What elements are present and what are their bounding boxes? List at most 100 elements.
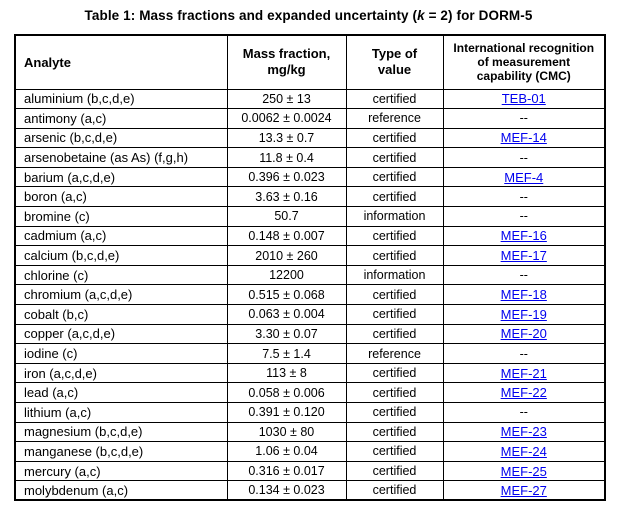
cell-mass-fraction: 11.8 ± 0.4 (226, 147, 347, 168)
cell-analyte: bromine (c) (14, 206, 228, 227)
column-header-mass-fraction-line1: Mass fraction, (242, 46, 331, 62)
cell-analyte: iron (a,c,d,e) (14, 362, 228, 384)
cell-mass-fraction: 0.063 ± 0.004 (226, 304, 347, 325)
table-title-text-before: Table 1: Mass fractions and expanded unc… (84, 8, 418, 23)
cell-cmc: -- (442, 402, 606, 423)
cell-analyte: iodine (c) (14, 343, 228, 364)
cmc-link[interactable]: MEF-14 (500, 130, 547, 146)
cell-cmc: MEF-27 (442, 480, 606, 501)
column-header-cmc-line3: capability (CMC) (476, 69, 571, 84)
table-row: arsenic (b,c,d,e) 13.3 ± 0.7 certified M… (14, 127, 606, 149)
cmc-link[interactable]: TEB-01 (501, 91, 546, 107)
cmc-link[interactable]: MEF-21 (500, 365, 547, 381)
cell-mass-fraction: 0.134 ± 0.023 (226, 480, 347, 501)
table-row: mercury (a,c) 0.316 ± 0.017 certified ME… (14, 460, 606, 482)
table-row: barium (a,c,d,e) 0.396 ± 0.023 certified… (14, 166, 606, 188)
cmc-link[interactable]: MEF-18 (500, 287, 547, 303)
cell-mass-fraction: 1030 ± 80 (226, 421, 347, 443)
column-header-type-line2: value (377, 62, 412, 78)
table-row: magnesium (b,c,d,e) 1030 ± 80 certified … (14, 421, 606, 443)
cell-cmc: -- (442, 264, 606, 286)
cell-cmc: -- (442, 206, 606, 227)
cell-type-of-value: certified (345, 480, 444, 501)
cell-mass-fraction: 3.63 ± 0.16 (226, 186, 347, 208)
cell-mass-fraction: 0.391 ± 0.120 (226, 402, 347, 423)
cmc-link[interactable]: MEF-16 (500, 228, 547, 244)
table-row: cadmium (a,c) 0.148 ± 0.007 certified ME… (14, 225, 606, 247)
mass-fractions-table: Analyte Mass fraction, mg/kg Type of val… (14, 34, 606, 502)
cell-analyte: cobalt (b,c) (14, 304, 228, 325)
cell-cmc: MEF-18 (442, 284, 606, 306)
cell-mass-fraction: 12200 (226, 264, 347, 286)
cell-cmc: MEF-24 (442, 441, 606, 462)
cmc-link[interactable]: MEF-20 (500, 326, 547, 342)
cmc-link[interactable]: MEF-23 (500, 424, 547, 440)
cmc-link[interactable]: MEF-22 (500, 385, 547, 401)
cell-type-of-value: information (345, 206, 444, 227)
cell-analyte: boron (a,c) (14, 186, 228, 208)
cell-analyte: copper (a,c,d,e) (14, 323, 228, 345)
table-row: manganese (b,c,d,e) 1.06 ± 0.04 certifie… (14, 441, 606, 462)
cell-cmc: MEF-25 (442, 460, 606, 482)
cmc-link[interactable]: MEF-27 (500, 482, 547, 498)
table-row: bromine (c) 50.7 information -- (14, 206, 606, 227)
cell-type-of-value: certified (345, 460, 444, 482)
table-row: lead (a,c) 0.058 ± 0.006 certified MEF-2… (14, 382, 606, 403)
column-header-type-of-value: Type of value (345, 34, 444, 90)
table-row: chlorine (c) 12200 information -- (14, 264, 606, 286)
cell-type-of-value: certified (345, 402, 444, 423)
cell-mass-fraction: 2010 ± 260 (226, 245, 347, 266)
table-row: iodine (c) 7.5 ± 1.4 reference -- (14, 343, 606, 364)
cell-type-of-value: certified (345, 382, 444, 403)
column-header-cmc-line2: of measurement (477, 55, 571, 70)
cmc-link[interactable]: MEF-25 (500, 463, 547, 479)
cell-analyte: molybdenum (a,c) (14, 480, 228, 501)
cell-mass-fraction: 0.316 ± 0.017 (226, 460, 347, 482)
cell-cmc: -- (442, 108, 606, 129)
cell-analyte: arsenobetaine (as As) (f,g,h) (14, 147, 228, 168)
cmc-link[interactable]: MEF-19 (500, 306, 547, 322)
cell-mass-fraction: 13.3 ± 0.7 (226, 127, 347, 149)
cell-analyte: manganese (b,c,d,e) (14, 441, 228, 462)
cmc-link[interactable]: MEF-4 (504, 169, 544, 185)
cmc-link[interactable]: MEF-17 (500, 248, 547, 264)
column-header-type-line1: Type of (371, 46, 418, 62)
table-row: cobalt (b,c) 0.063 ± 0.004 certified MEF… (14, 304, 606, 325)
cell-type-of-value: certified (345, 147, 444, 168)
cell-mass-fraction: 0.148 ± 0.007 (226, 225, 347, 247)
column-header-mass-fraction: Mass fraction, mg/kg (226, 34, 347, 90)
table-row: chromium (a,c,d,e) 0.515 ± 0.068 certifi… (14, 284, 606, 306)
cell-type-of-value: certified (345, 304, 444, 325)
cell-mass-fraction: 113 ± 8 (226, 362, 347, 384)
table-title: Table 1: Mass fractions and expanded unc… (0, 0, 617, 23)
cell-cmc: MEF-21 (442, 362, 606, 384)
cell-mass-fraction: 0.515 ± 0.068 (226, 284, 347, 306)
cell-analyte: chlorine (c) (14, 264, 228, 286)
cell-analyte: mercury (a,c) (14, 460, 228, 482)
cell-type-of-value: reference (345, 108, 444, 129)
table-row: iron (a,c,d,e) 113 ± 8 certified MEF-21 (14, 362, 606, 384)
column-header-cmc: International recognition of measurement… (442, 34, 606, 90)
table-row: molybdenum (a,c) 0.134 ± 0.023 certified… (14, 480, 606, 501)
cell-mass-fraction: 50.7 (226, 206, 347, 227)
cell-cmc: -- (442, 186, 606, 208)
column-header-mass-fraction-line2: mg/kg (267, 62, 306, 78)
cell-analyte: lead (a,c) (14, 382, 228, 403)
cell-type-of-value: certified (345, 127, 444, 149)
cmc-link[interactable]: MEF-24 (500, 443, 547, 459)
table-row: copper (a,c,d,e) 3.30 ± 0.07 certified M… (14, 323, 606, 345)
cell-mass-fraction: 250 ± 13 (226, 88, 347, 110)
cell-cmc: MEF-23 (442, 421, 606, 443)
table-row: lithium (a,c) 0.391 ± 0.120 certified -- (14, 402, 606, 423)
cell-type-of-value: certified (345, 441, 444, 462)
cell-type-of-value: certified (345, 245, 444, 266)
cell-analyte: antimony (a,c) (14, 108, 228, 129)
cell-mass-fraction: 0.058 ± 0.006 (226, 382, 347, 403)
cell-cmc: MEF-22 (442, 382, 606, 403)
column-header-analyte-label: Analyte (24, 54, 71, 70)
cell-type-of-value: certified (345, 362, 444, 384)
cell-analyte: lithium (a,c) (14, 402, 228, 423)
cell-analyte: magnesium (b,c,d,e) (14, 421, 228, 443)
cell-type-of-value: certified (345, 225, 444, 247)
